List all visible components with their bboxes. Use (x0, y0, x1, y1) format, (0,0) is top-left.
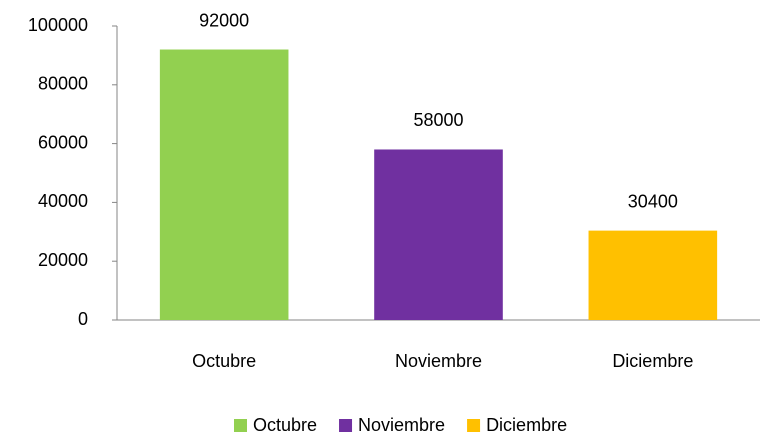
legend-swatch (339, 419, 353, 432)
bar (159, 49, 289, 321)
bar (588, 230, 718, 320)
y-tick-label: 40000 (38, 191, 88, 211)
y-tick-label: 20000 (38, 250, 88, 270)
y-tick-label: 0 (78, 309, 88, 329)
y-tick-label: 80000 (38, 74, 88, 94)
data-label: 58000 (413, 110, 463, 130)
data-label: 92000 (199, 10, 249, 30)
legend-label: Octubre (253, 415, 317, 435)
x-tick-label: Diciembre (612, 351, 693, 371)
x-tick-label: Noviembre (395, 351, 482, 371)
legend-swatch (234, 419, 247, 432)
x-tick-label: Octubre (192, 351, 256, 371)
legend-label: Diciembre (486, 415, 567, 435)
legend-swatch (467, 419, 481, 432)
y-tick-label: 60000 (38, 132, 88, 152)
bar (374, 149, 503, 320)
data-label: 30400 (628, 191, 678, 211)
y-tick-label: 100000 (28, 15, 88, 35)
legend-label: Noviembre (358, 415, 445, 435)
